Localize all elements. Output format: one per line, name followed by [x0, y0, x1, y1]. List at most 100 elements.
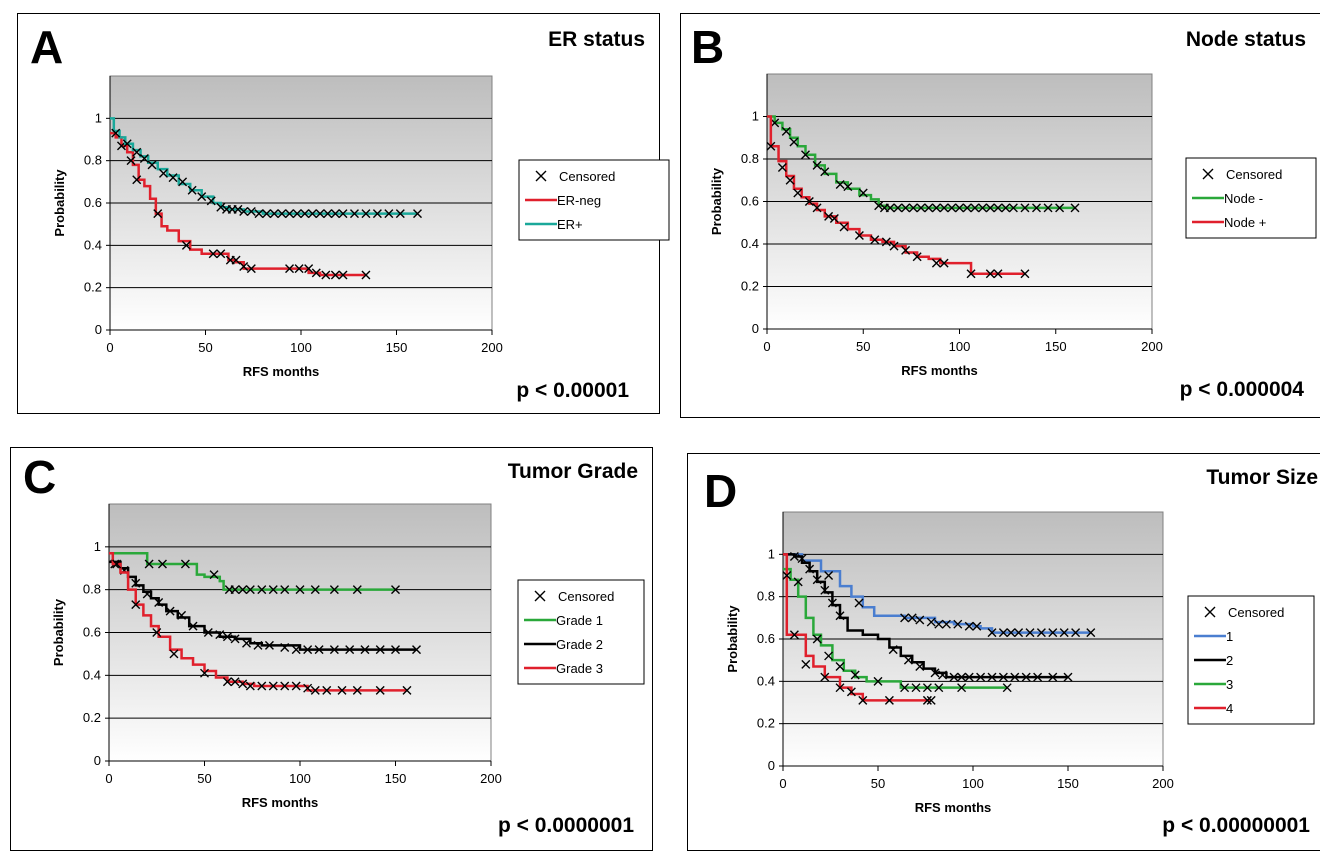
censor-mark: [924, 203, 934, 213]
censor-mark: [922, 695, 932, 705]
y-tick-label: 1: [95, 110, 102, 125]
x-axis-label: RFS months: [243, 364, 320, 379]
censor-mark: [165, 606, 175, 616]
censor-mark: [315, 209, 325, 219]
legend-label: 3: [1226, 677, 1233, 692]
y-tick-label: 0.4: [741, 236, 759, 251]
censor-mark: [142, 589, 152, 599]
x-tick-label: 100: [949, 339, 971, 354]
y-tick-label: 0.8: [757, 589, 775, 604]
censor-mark: [938, 670, 948, 680]
censor-mark: [873, 676, 883, 686]
x-tick-label: 0: [763, 339, 770, 354]
x-tick-label: 200: [480, 771, 502, 786]
censor-mark: [1021, 672, 1031, 682]
series-line-Node +: [767, 115, 1025, 275]
panel-letter-b: B: [691, 21, 725, 73]
censor-mark: [262, 209, 272, 219]
censor-mark: [233, 204, 243, 214]
censor-mark: [964, 621, 974, 631]
censor-mark: [310, 585, 320, 595]
censor-mark: [993, 269, 1003, 279]
censor-mark: [850, 670, 860, 680]
censor-mark: [132, 147, 142, 157]
censor-mark: [280, 585, 290, 595]
censor-mark: [953, 619, 963, 629]
censor-mark: [1070, 203, 1080, 213]
censor-mark: [829, 214, 839, 223]
censor-mark: [1048, 628, 1058, 638]
censor-mark: [987, 672, 997, 682]
censor-mark: [835, 683, 845, 693]
censor-mark: [839, 222, 849, 232]
censor-mark: [812, 634, 822, 644]
censor-mark: [1055, 203, 1065, 213]
censor-mark: [911, 683, 921, 693]
censor-mark: [1048, 672, 1058, 682]
censor-mark: [253, 640, 263, 650]
x-tick-label: 0: [779, 776, 786, 791]
censor-mark: [206, 196, 216, 206]
censor-mark: [300, 209, 310, 219]
censor-mark: [985, 269, 995, 279]
censor-mark: [311, 268, 321, 278]
panel-letter-a: A: [30, 21, 64, 73]
y-tick-label: 0.8: [741, 151, 759, 166]
censor-mark: [245, 585, 255, 595]
censor-mark: [230, 585, 240, 595]
censor-mark: [360, 645, 370, 655]
censor-mark: [352, 585, 362, 595]
censor-mark: [131, 578, 141, 588]
legend-label: Grade 3: [556, 661, 603, 676]
censor-mark: [812, 575, 822, 585]
censor-mark: [216, 249, 226, 259]
censor-mark: [854, 231, 864, 240]
y-tick-label: 1: [768, 546, 775, 561]
censor-mark: [789, 551, 799, 561]
censor-mark: [203, 628, 213, 637]
censor-mark: [824, 651, 834, 661]
censor-mark: [957, 683, 967, 693]
censor-mark: [122, 139, 132, 149]
p-value-d: p < 0.00000001: [1162, 814, 1310, 837]
legend-censor-marker: [534, 590, 546, 602]
censor-mark: [998, 628, 1008, 638]
censor-mark: [885, 203, 895, 213]
censor-mark: [291, 645, 301, 655]
censor-mark: [254, 209, 264, 219]
censor-mark: [375, 645, 385, 655]
censor-mark: [789, 630, 799, 640]
censor-mark: [1008, 203, 1018, 213]
censor-mark: [345, 645, 355, 655]
censor-mark: [1010, 672, 1020, 682]
censor-mark: [277, 209, 287, 219]
series-line-3: [783, 567, 1008, 689]
y-tick-label: 0: [94, 753, 101, 768]
censor-mark: [144, 559, 154, 569]
legend-censor-marker: [535, 170, 547, 182]
series-line-4: [783, 553, 932, 702]
censor-mark: [881, 237, 891, 247]
censor-mark: [269, 209, 279, 219]
censor-mark: [824, 211, 834, 221]
censor-mark: [907, 613, 917, 623]
censor-mark: [870, 235, 880, 245]
y-tick-label: 0.6: [757, 631, 775, 646]
legend-label: Grade 2: [556, 637, 603, 652]
y-tick-label: 0.8: [83, 582, 101, 597]
censor-mark: [912, 252, 922, 262]
censor-mark: [178, 177, 188, 187]
censor-mark: [858, 695, 868, 705]
censor-mark: [915, 615, 925, 625]
censor-mark: [285, 264, 295, 274]
censor-mark: [789, 137, 799, 147]
y-tick-label: 0: [752, 321, 759, 336]
censor-mark: [1025, 628, 1035, 638]
panel-title-c: Tumor Grade: [507, 460, 638, 483]
series-line-ER-neg: [110, 131, 366, 277]
y-tick-label: 1: [752, 109, 759, 124]
censor-mark: [820, 672, 830, 682]
censor-mark: [153, 209, 163, 219]
censor-mark: [268, 681, 278, 691]
censor-mark: [294, 264, 304, 274]
